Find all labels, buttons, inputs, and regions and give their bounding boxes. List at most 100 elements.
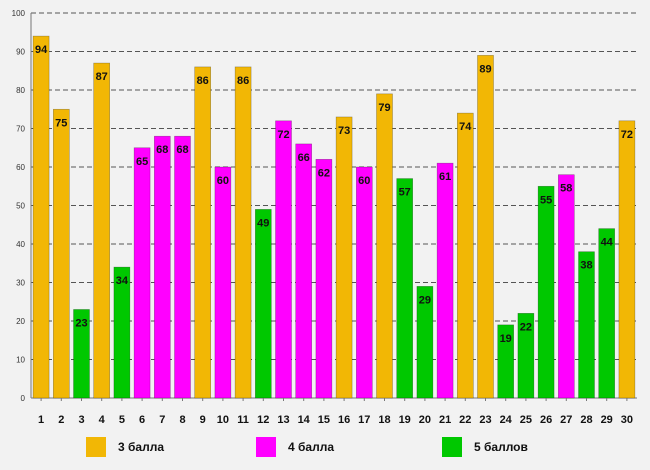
bar-11	[234, 66, 252, 399]
x-tick-label-21: 21	[439, 414, 451, 426]
y-tick-label: 90	[16, 48, 25, 57]
data-label-17: 60	[358, 175, 370, 187]
data-label-12: 49	[257, 217, 269, 229]
x-tick-label-20: 20	[419, 414, 431, 426]
data-label-11: 86	[237, 75, 249, 87]
x-tick-label-11: 11	[237, 414, 249, 426]
data-label-1: 94	[35, 44, 48, 56]
x-tick-label-30: 30	[621, 414, 633, 426]
bar-10	[214, 166, 232, 399]
x-tick-label-13: 13	[277, 414, 289, 426]
x-tick-label-8: 8	[179, 414, 185, 426]
data-label-29: 44	[601, 237, 614, 249]
x-tick-label-7: 7	[159, 414, 165, 426]
data-label-6: 65	[136, 156, 148, 168]
y-tick-label: 70	[16, 125, 25, 134]
x-tick-label-5: 5	[119, 414, 125, 426]
x-tick-label-17: 17	[358, 414, 370, 426]
bar-14	[295, 143, 313, 399]
bar-22	[456, 112, 474, 399]
bar-12	[255, 209, 272, 399]
x-tick-label-28: 28	[580, 414, 592, 426]
data-label-13: 72	[277, 129, 289, 141]
data-label-23: 89	[479, 63, 491, 75]
y-tick-label: 80	[16, 86, 25, 95]
y-tick-label: 60	[16, 163, 25, 172]
bar-23	[477, 55, 494, 399]
x-tick-label-19: 19	[399, 414, 411, 426]
x-tick-label-24: 24	[500, 414, 513, 426]
x-tick-label-29: 29	[601, 414, 613, 426]
x-tick-label-25: 25	[520, 414, 532, 426]
data-label-18: 79	[378, 102, 390, 114]
data-label-5: 34	[116, 275, 129, 287]
y-tick-label: 100	[12, 9, 26, 18]
y-tick-label: 20	[16, 317, 25, 326]
data-label-24: 19	[500, 333, 512, 345]
legend-swatch-5	[442, 437, 462, 457]
legend-item-3: 3 балла	[86, 434, 164, 460]
bar-7	[154, 135, 171, 399]
bar-27	[557, 174, 575, 399]
data-label-9: 86	[197, 75, 209, 87]
x-tick-label-12: 12	[257, 414, 269, 426]
data-label-27: 58	[560, 183, 572, 195]
data-label-10: 60	[217, 175, 229, 187]
x-tick-label-18: 18	[378, 414, 390, 426]
legend-item-4: 4 балла	[256, 434, 334, 460]
x-tick-label-26: 26	[540, 414, 552, 426]
x-tick-label-1: 1	[38, 414, 44, 426]
legend-label-4: 4 балла	[288, 440, 335, 454]
data-label-7: 68	[156, 144, 168, 156]
data-label-22: 74	[459, 121, 472, 133]
bar-28	[578, 251, 595, 399]
y-tick-label: 40	[16, 240, 25, 249]
bar-17	[355, 166, 373, 399]
x-tick-label-14: 14	[298, 414, 311, 426]
data-label-14: 66	[298, 152, 310, 164]
x-tick-label-22: 22	[459, 414, 471, 426]
data-label-28: 38	[580, 260, 592, 272]
x-tick-label-10: 10	[217, 414, 229, 426]
data-label-8: 68	[176, 144, 188, 156]
data-label-19: 57	[399, 187, 411, 199]
data-label-20: 29	[419, 294, 431, 306]
legend-item-5: 5 баллов	[442, 434, 528, 460]
x-tick-label-6: 6	[139, 414, 145, 426]
bar-26	[537, 185, 555, 399]
bar-18	[376, 93, 393, 399]
x-tick-label-2: 2	[58, 414, 64, 426]
x-tick-label-27: 27	[560, 414, 572, 426]
legend-label-3: 3 балла	[118, 440, 165, 454]
x-tick-label-4: 4	[99, 414, 106, 426]
bar-8	[174, 135, 191, 399]
bar-6	[133, 147, 151, 399]
y-tick-label: 50	[16, 202, 25, 211]
legend-swatch-3	[86, 437, 106, 457]
x-tick-label-3: 3	[78, 414, 84, 426]
legend-label-5: 5 баллов	[474, 440, 528, 454]
y-tick-label: 10	[16, 356, 25, 365]
bar-30	[618, 120, 636, 399]
bar-19	[396, 178, 414, 399]
data-label-3: 23	[75, 317, 87, 329]
bar-chart: 0102030405060708090100941752233874345656…	[12, 9, 637, 426]
y-tick-label: 30	[16, 279, 25, 288]
data-label-16: 73	[338, 125, 350, 137]
bar-29	[598, 228, 616, 399]
data-label-2: 75	[55, 117, 67, 129]
bar-9	[194, 66, 211, 399]
bar-2	[52, 108, 70, 399]
bar-21	[436, 162, 454, 399]
y-tick-label: 0	[21, 394, 26, 403]
data-label-30: 72	[621, 129, 633, 141]
data-label-15: 62	[318, 167, 330, 179]
x-tick-label-15: 15	[318, 414, 330, 426]
data-label-4: 87	[96, 71, 108, 83]
bar-13	[275, 120, 292, 399]
bar-15	[315, 159, 333, 399]
data-label-21: 61	[439, 171, 451, 183]
data-label-25: 22	[520, 321, 532, 333]
x-tick-label-23: 23	[479, 414, 491, 426]
legend-swatch-4	[256, 437, 276, 457]
